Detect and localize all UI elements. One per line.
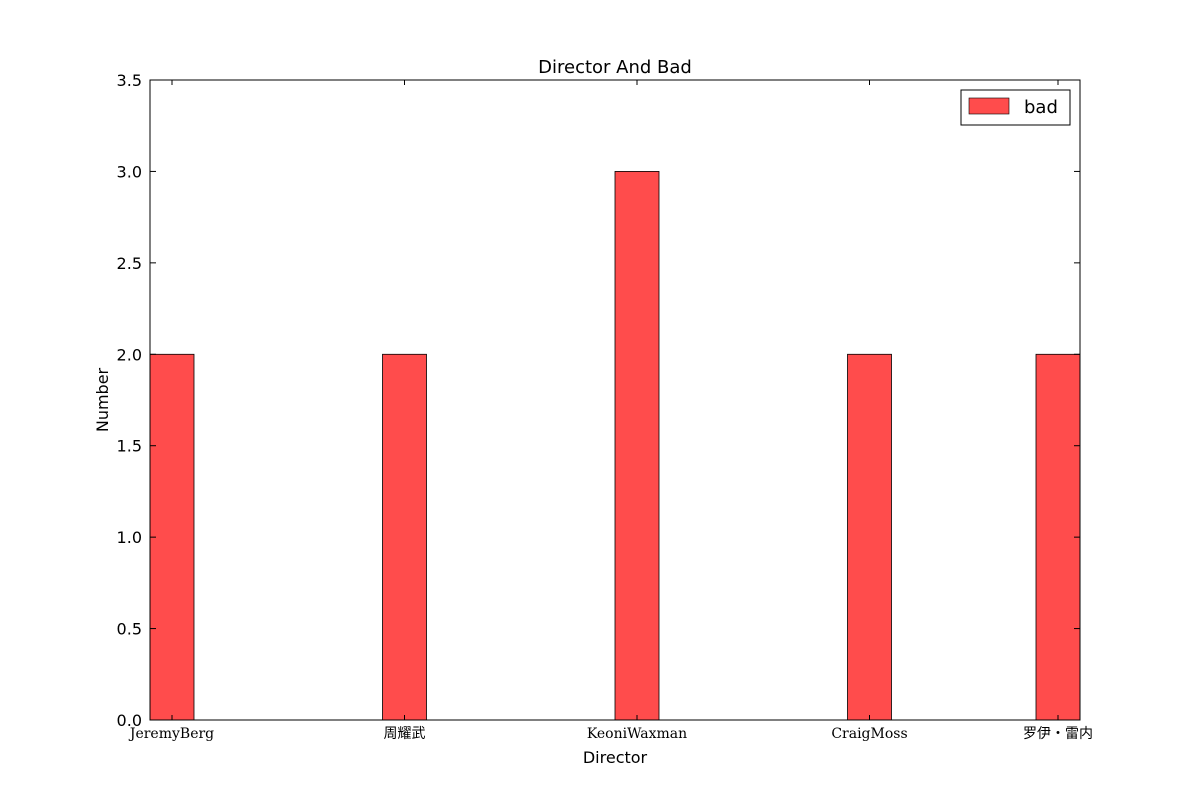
y-tick-label-7: 3.5 (117, 71, 142, 90)
x-tick-label-3: CraigMoss (831, 726, 907, 742)
bar-0 (149, 353, 195, 721)
y-tick-label-6: 3.0 (117, 162, 142, 181)
bar-4 (1035, 353, 1081, 721)
y-axis-ticks: 0.0 0.5 1.0 1.5 2.0 2.5 3.0 3.5 (117, 71, 1080, 730)
legend: bad (960, 89, 1071, 126)
bars-group (149, 171, 1081, 721)
x-axis-label: Director (583, 748, 648, 767)
y-tick-label-1: 0.5 (117, 620, 142, 639)
y-axis-label: Number (93, 367, 112, 432)
x-tick-label-4: 罗伊・雷内 (1023, 726, 1093, 742)
bar-2 (614, 171, 660, 721)
x-tick-label-1: 周耀武 (384, 726, 426, 742)
plot-area-frame (149, 79, 1081, 721)
chart-title: Director And Bad (538, 57, 692, 78)
legend-label-bad: bad (1024, 97, 1058, 118)
y-tick-label-5: 2.5 (117, 254, 142, 273)
bar-1 (382, 353, 427, 721)
x-tick-label-2: KeoniWaxman (587, 726, 687, 742)
bar-3 (847, 353, 892, 721)
y-tick-label-4: 2.0 (117, 345, 142, 364)
x-axis-ticks: JeremyBerg 周耀武 KeoniWaxman CraigMoss 罗伊・雷内 (128, 80, 1093, 742)
y-tick-label-0: 0.0 (117, 711, 142, 730)
y-tick-label-2: 1.0 (117, 528, 142, 547)
y-tick-label-3: 1.5 (117, 437, 142, 456)
x-tick-label-0: JeremyBerg (128, 726, 214, 742)
legend-swatch-bad (968, 97, 1010, 115)
